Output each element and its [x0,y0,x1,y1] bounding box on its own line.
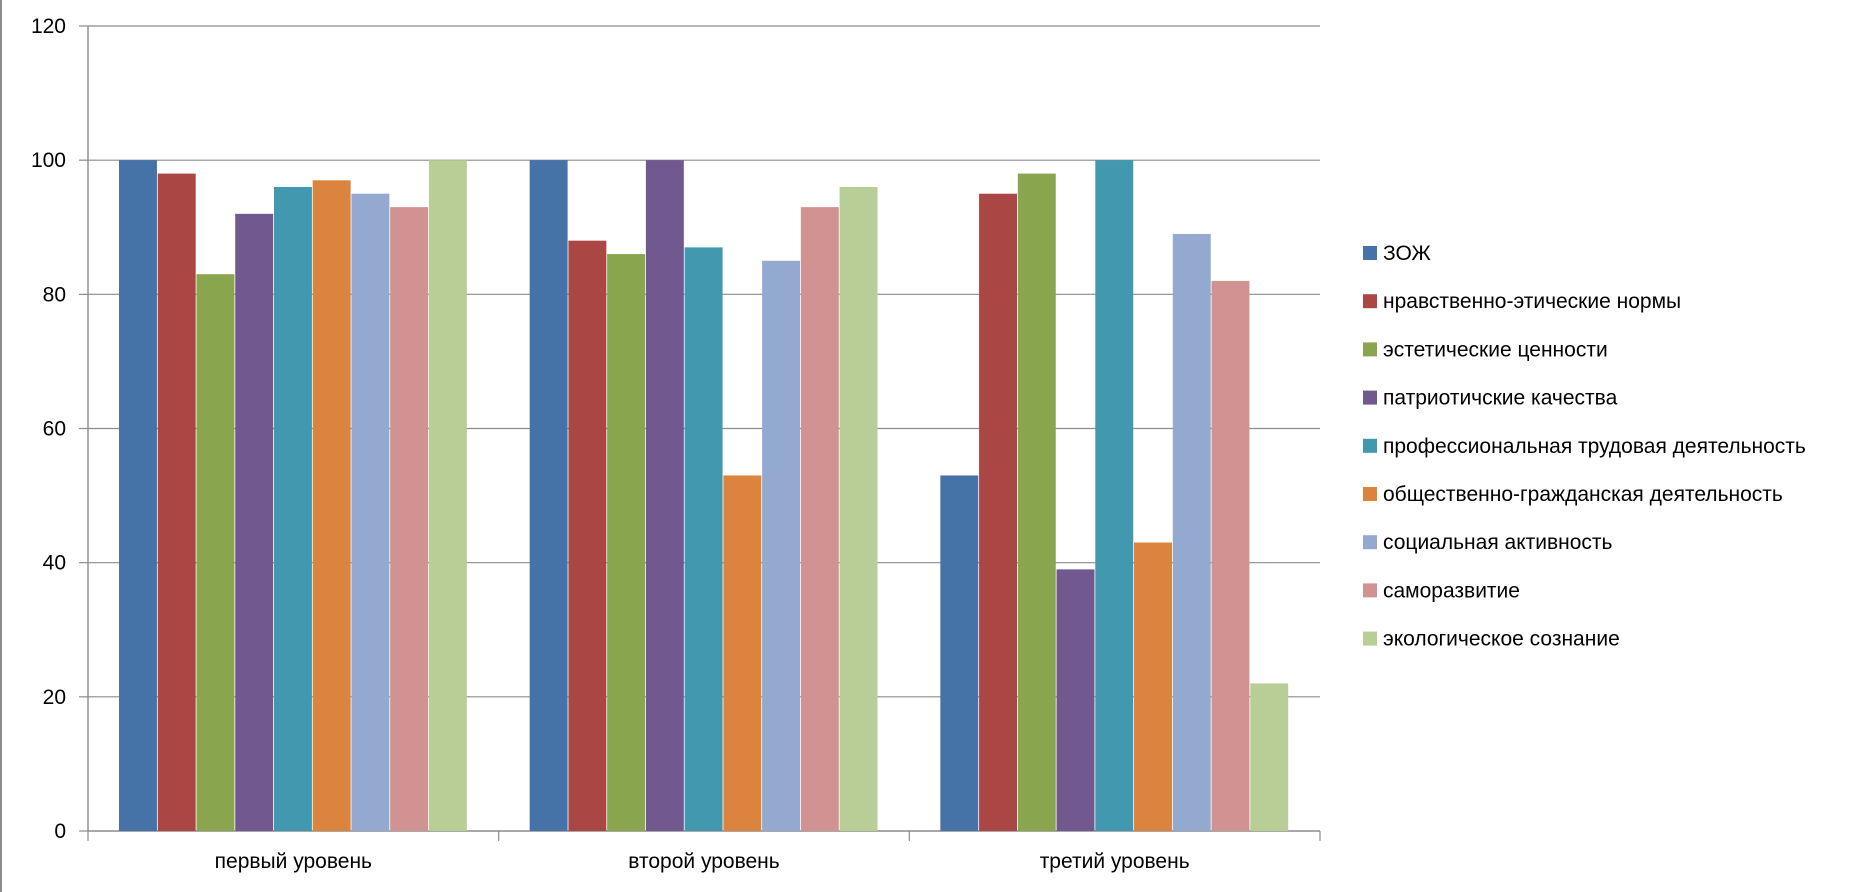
bar [1211,280,1250,832]
bar [157,173,196,832]
bar [723,475,762,831]
y-tick-label: 40 [43,552,66,575]
legend-label: общественно-гражданская деятельность [1383,483,1783,506]
bar [390,207,429,831]
legend-swatch [1363,294,1377,309]
y-tick-label: 0 [54,820,66,843]
x-category-label: второй уровень [628,850,779,873]
bar [351,193,390,832]
bar [273,187,312,831]
y-tick-label: 20 [43,686,66,709]
bar [645,160,684,831]
bar [1017,173,1056,832]
x-category-label: первый уровень [215,850,372,873]
bar [839,187,878,831]
bar [529,160,568,831]
y-tick-label: 120 [31,15,66,38]
bar [1250,683,1289,831]
legend-label: профессиональная трудовая деятельность [1383,435,1806,458]
bar [119,160,157,831]
legend-swatch [1363,390,1377,405]
bar [800,207,839,831]
legend-label: эстетические ценности [1383,338,1608,361]
legend-swatch [1363,631,1377,646]
legend-swatch [1363,535,1377,550]
bar [312,180,351,831]
bar [940,475,979,831]
bar [979,193,1018,832]
bar [1056,569,1095,831]
bar [1134,542,1172,831]
bar [428,160,467,831]
legend-label: нравственно-этические нормы [1383,290,1681,313]
legend-label: экологическое сознание [1383,628,1620,651]
legend-swatch [1363,438,1377,453]
bar [196,274,235,831]
bar [1095,160,1134,831]
legend-swatch [1363,342,1377,357]
legend-label: саморазвитие [1383,579,1520,602]
legend-swatch [1363,583,1377,598]
legend-swatch [1363,487,1377,501]
y-tick-label: 80 [43,283,66,306]
y-tick-label: 100 [31,149,66,172]
bar [235,213,274,832]
legend-label: социальная активность [1383,531,1613,554]
legend-swatch [1363,246,1377,260]
bar [684,247,723,831]
legend-label: патриотичские качества [1383,387,1618,410]
bar [607,254,646,832]
x-category-label: третий уровень [1040,850,1190,873]
bar [568,240,607,831]
bar [762,260,801,832]
legend-label: ЗОЖ [1383,242,1431,265]
bar [1172,233,1211,832]
y-tick-label: 60 [43,418,66,441]
